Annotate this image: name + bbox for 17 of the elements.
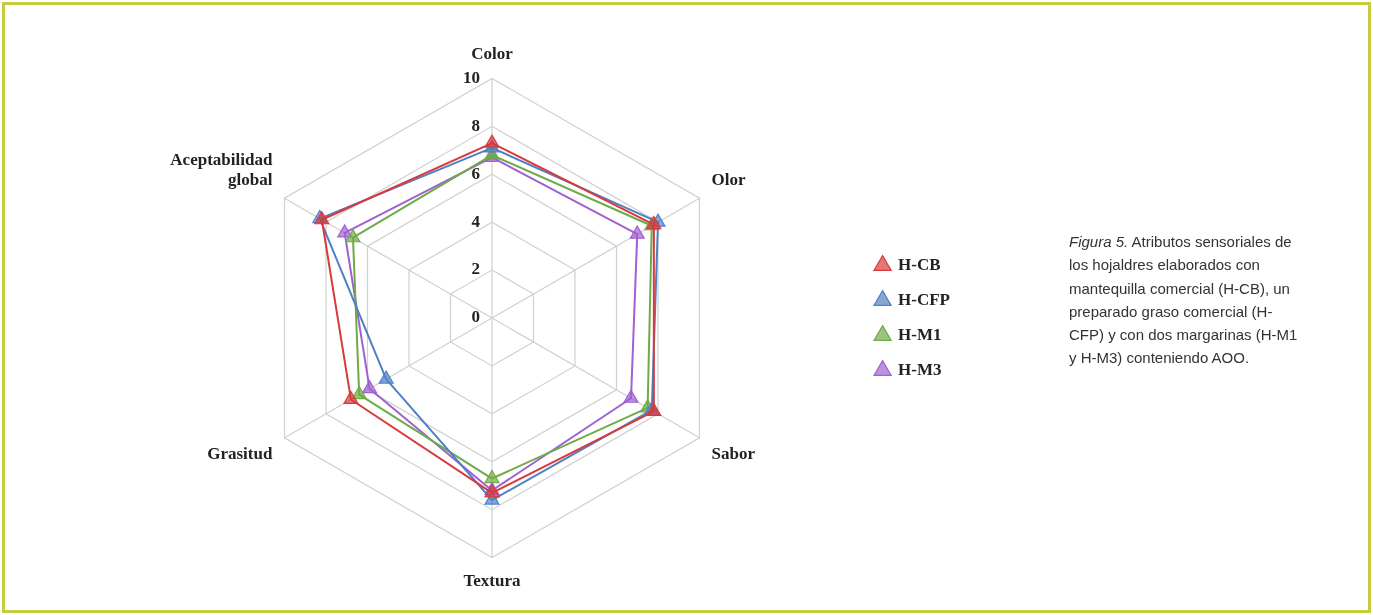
legend-label: H-CFP <box>898 289 951 309</box>
legend-label: H-CB <box>898 254 941 274</box>
spoke-label: Olor <box>711 170 747 190</box>
y-tick-label: 6 <box>471 163 480 183</box>
legend-label: H-M3 <box>898 359 942 379</box>
y-tick-label: 0 <box>471 307 480 327</box>
y-tick-label: 10 <box>463 67 480 87</box>
spoke-label: Textura <box>463 571 521 591</box>
spoke-label: Grasitud <box>207 444 273 464</box>
text: Figura 5. Atributos sensoriales de los hojaldres elaborados con mantequilla comercial (H-CB), un preparado graso comercial (H-CFP) y con dos margarinas (H-M1 y H-M3) conteniendo AOO. <box>1069 233 1298 367</box>
spoke-label: Aceptabilidad global <box>170 149 273 190</box>
y-tick-label: 2 <box>471 259 480 279</box>
spoke-label: Color <box>471 43 514 63</box>
spoke-label: Sabor <box>711 444 756 464</box>
legend-label: H-M1 <box>898 324 942 344</box>
y-tick-label: 8 <box>471 115 480 135</box>
y-tick-label: 4 <box>471 211 481 231</box>
